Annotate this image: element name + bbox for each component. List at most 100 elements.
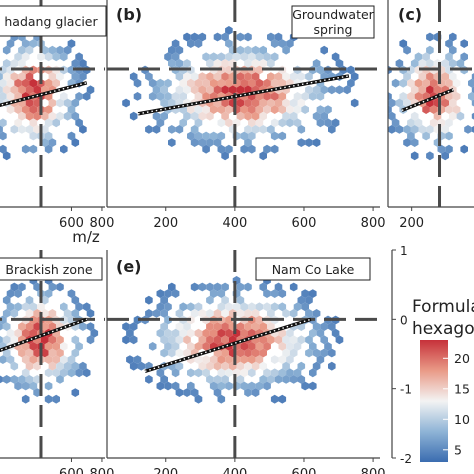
hexbin <box>82 302 91 312</box>
hexbin <box>426 72 434 81</box>
panel-5: 200 400 600 800 1 0 -1 -2 (e) Nam Co Lake <box>106 244 412 474</box>
hexbin <box>217 52 226 62</box>
hexbin <box>21 105 30 114</box>
hexbin <box>251 72 260 81</box>
hexbin <box>441 125 449 134</box>
hexbin <box>270 394 279 404</box>
hexbin <box>244 361 252 371</box>
hexbin <box>63 45 72 55</box>
hexbin <box>175 335 184 345</box>
hexbin <box>75 52 83 62</box>
hexbin <box>202 144 210 154</box>
hexbin <box>206 322 214 331</box>
hexbin <box>286 105 294 114</box>
hexbin <box>2 151 11 161</box>
hexbin <box>263 368 271 378</box>
hexbin <box>21 381 30 391</box>
hexbin <box>305 335 313 345</box>
hexbin <box>286 368 294 378</box>
legend-tick-label: 15 <box>454 381 470 396</box>
hexbin <box>206 335 214 345</box>
hexbin <box>213 32 222 42</box>
hexbin <box>56 72 64 81</box>
hexbin <box>217 144 226 154</box>
hexbin <box>206 309 214 318</box>
hexbin <box>244 59 252 68</box>
hexbin <box>10 361 19 371</box>
hexbin <box>14 118 22 128</box>
hexbin <box>282 98 290 108</box>
hexbin <box>206 295 214 305</box>
hexbin <box>217 105 226 114</box>
hexbin <box>190 72 199 81</box>
hexbin <box>278 105 287 114</box>
hexbin <box>156 289 165 298</box>
hexbin <box>202 78 210 88</box>
hexbin <box>75 118 83 128</box>
hexbin <box>29 302 38 312</box>
hexbin <box>259 59 267 68</box>
hexbin <box>309 289 317 298</box>
hexbin <box>225 328 233 338</box>
hexbin <box>236 111 245 121</box>
hexbin <box>213 85 222 95</box>
hexbin <box>267 322 275 331</box>
hexbin <box>305 85 313 95</box>
panel-label: (c) <box>398 5 422 24</box>
hexbin <box>194 118 203 128</box>
hexbin <box>395 98 404 108</box>
hexbin <box>198 335 207 345</box>
hexbin <box>33 322 41 331</box>
hexbin <box>194 355 203 364</box>
hexbin <box>282 45 290 55</box>
hexbin <box>0 125 3 134</box>
x-tick-label: 600 <box>59 467 84 474</box>
hexbin <box>312 85 321 95</box>
hexbin <box>305 138 313 147</box>
hexbin <box>18 125 26 134</box>
hexbin <box>152 125 161 134</box>
hexbin <box>244 322 252 331</box>
color-legend: Formula hexagon 20 15 10 5 <box>412 297 474 462</box>
hexbin <box>6 355 15 364</box>
hexbin <box>25 348 34 358</box>
hexbin <box>282 309 290 318</box>
hexbin <box>471 86 474 94</box>
hexbin <box>240 355 248 364</box>
hexbin <box>293 92 302 101</box>
hexbin <box>213 322 222 331</box>
hexbin <box>403 138 411 147</box>
hexbin <box>259 375 267 384</box>
hexbin <box>198 282 207 292</box>
hexbin <box>202 131 210 141</box>
hexbin <box>422 131 430 141</box>
hexbin <box>293 368 302 378</box>
hexbin <box>297 335 306 345</box>
hexbin <box>148 92 157 101</box>
hexbin <box>48 98 57 108</box>
hexbin <box>456 111 465 121</box>
hexbin <box>60 355 68 364</box>
hexbin <box>21 39 30 48</box>
hexbin <box>274 335 283 345</box>
hexbin <box>44 355 53 364</box>
hexbin <box>328 125 336 134</box>
hexbin <box>248 144 256 154</box>
hexbin <box>190 32 199 42</box>
hexbin <box>25 375 34 384</box>
hexbin <box>10 125 19 134</box>
hexbin <box>44 289 53 298</box>
hexbin <box>29 131 38 141</box>
hexbin <box>187 368 195 378</box>
hexbin <box>312 322 321 331</box>
hexbin <box>41 322 49 331</box>
hexbin <box>86 309 95 318</box>
hexbin <box>179 78 187 88</box>
x-tick-label: 600 <box>292 467 317 474</box>
hexbin <box>248 381 256 391</box>
hexbin <box>6 105 15 114</box>
hexbin <box>240 302 248 312</box>
hexbin <box>164 92 172 101</box>
hexbin <box>259 45 267 55</box>
hexbin <box>198 32 207 42</box>
